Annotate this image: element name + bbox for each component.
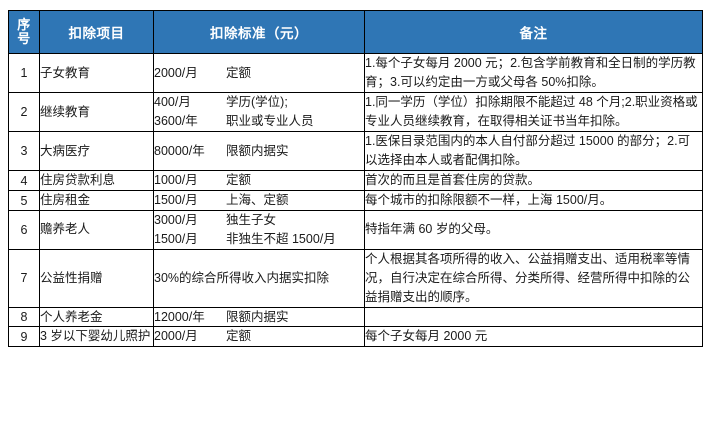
standard-line: 3000/月 独生子女 <box>154 211 364 230</box>
standard-description: 非独生不超 1500/月 <box>226 231 336 246</box>
cell-note: 个人根据其各项所得的收入、公益捐赠支出、适用税率等情况，自行决定在综合所得、分类… <box>364 248 703 308</box>
cell-item: 公益性捐赠 <box>39 248 154 308</box>
cell-sequence: 5 <box>8 190 40 211</box>
standard-amount: 1000/月 <box>154 173 198 188</box>
cell-sequence: 7 <box>8 248 40 308</box>
header-row: 序 号 扣除项目 扣除标准（元） 备注 <box>8 10 703 54</box>
cell-note: 1.医保目录范围内的本人自付部分超过 15000 的部分；2.可以选择由本人或者… <box>364 131 703 171</box>
standard-amount: 1500/月 <box>154 231 198 246</box>
table-row: 1 子女教育 2000/月 定额 1.每个子女每月 2000 元；2.包含学前教育和全日… <box>8 53 703 93</box>
cell-standard: 30%的综合所得收入内据实扣除 <box>153 248 365 308</box>
standard-line: 1000/月 定额 <box>154 171 364 190</box>
cell-item: 3 岁以下婴幼儿照护 <box>39 326 154 348</box>
table-row: 8 个人养老金 12000/年 限额内据实 <box>8 306 703 328</box>
standard-line: 3600/年 职业或专业人员 <box>154 112 364 131</box>
standard-line: 2000/月 定额 <box>154 327 364 346</box>
standard-description: 上海、定额 <box>226 193 289 208</box>
cell-item: 住房贷款利息 <box>39 170 154 191</box>
cell-sequence: 9 <box>8 326 40 348</box>
table-header: 序 号 扣除项目 扣除标准（元） 备注 <box>8 10 703 54</box>
standard-description: 职业或专业人员 <box>226 114 314 128</box>
standard-amount: 12000/年 <box>154 309 205 324</box>
standard-amount: 400/月 <box>154 95 191 110</box>
table-row: 5 住房租金 1500/月 上海、定额 每个城市的扣除限额不一样，上海 1500/月。 <box>8 190 703 211</box>
cell-note: 每个城市的扣除限额不一样，上海 1500/月。 <box>364 190 703 211</box>
cell-standard: 3000/月 独生子女 1500/月 非独生不超 1500/月 <box>153 210 365 250</box>
cell-note: 每个子女每月 2000 元 <box>364 326 703 348</box>
cell-item: 赡养老人 <box>39 210 154 250</box>
standard-line: 400/月 学历(学位); <box>154 93 364 112</box>
standard-amount: 2000/月 <box>154 329 198 344</box>
cell-item: 继续教育 <box>39 92 154 132</box>
cell-item: 大病医疗 <box>39 131 154 171</box>
cell-item: 个人养老金 <box>39 306 154 328</box>
cell-standard: 2000/月 定额 <box>153 326 365 348</box>
column-header-sequence-line2: 号 <box>17 31 31 46</box>
standard-description: 独生子女 <box>226 213 277 227</box>
cell-note: 1.每个子女每月 2000 元；2.包含学前教育和全日制的学历教育；3.可以约定… <box>364 53 703 93</box>
standard-line: 2000/月 定额 <box>154 64 364 83</box>
standard-amount: 3000/月 <box>154 213 198 227</box>
cell-standard: 12000/年 限额内据实 <box>153 306 365 328</box>
table-row: 7 公益性捐赠 30%的综合所得收入内据实扣除 个人根据其各项所得的收入、公益捐赠支出… <box>8 248 703 308</box>
cell-sequence: 6 <box>8 210 40 250</box>
column-header-note: 备注 <box>364 10 703 54</box>
cell-standard: 400/月 学历(学位); 3600/年 职业或专业人员 <box>153 92 365 132</box>
standard-line: 80000/年 限额内据实 <box>154 142 364 161</box>
cell-note: 特指年满 60 岁的父母。 <box>364 210 703 250</box>
table-row: 6 赡养老人 3000/月 独生子女 1500/月 非独生不超 1500/月 特指年满 60… <box>8 210 703 250</box>
standard-description: 定额 <box>226 329 252 344</box>
standard-amount: 80000/年 <box>154 143 205 158</box>
cell-sequence: 8 <box>8 306 40 328</box>
column-header-sequence: 序 号 <box>8 10 40 54</box>
standard-amount: 3600/年 <box>154 114 198 128</box>
cell-sequence: 3 <box>8 131 40 171</box>
standard-text: 30%的综合所得收入内据实扣除 <box>154 270 330 285</box>
cell-standard: 80000/年 限额内据实 <box>153 131 365 171</box>
table-row: 2 继续教育 400/月 学历(学位); 3600/年 职业或专业人员 1.同一学历（学位）… <box>8 92 703 132</box>
cell-sequence: 4 <box>8 170 40 191</box>
standard-amount: 1500/月 <box>154 193 198 208</box>
cell-standard: 1000/月 定额 <box>153 170 365 191</box>
standard-description: 限额内据实 <box>226 309 289 324</box>
column-header-standard: 扣除标准（元） <box>153 10 365 54</box>
standard-line: 12000/年 限额内据实 <box>154 308 364 327</box>
deduction-table-container: 序 号 扣除项目 扣除标准（元） 备注 1 子女教育 2000/月 定额 1.每个子女每… <box>8 10 703 348</box>
table-body: 1 子女教育 2000/月 定额 1.每个子女每月 2000 元；2.包含学前教育和全日… <box>8 53 703 348</box>
table-row: 3 大病医疗 80000/年 限额内据实 1.医保目录范围内的本人自付部分超过 1500… <box>8 131 703 171</box>
cell-standard: 2000/月 定额 <box>153 53 365 93</box>
standard-description: 学历(学位); <box>226 95 288 110</box>
cell-item: 子女教育 <box>39 53 154 93</box>
cell-note: 首次的而且是首套住房的贷款。 <box>364 170 703 191</box>
column-header-item: 扣除项目 <box>39 10 154 54</box>
table-row: 4 住房贷款利息 1000/月 定额 首次的而且是首套住房的贷款。 <box>8 170 703 191</box>
cell-sequence: 1 <box>8 53 40 93</box>
cell-note <box>364 306 703 328</box>
column-header-sequence-line1: 序 <box>17 16 31 32</box>
cell-item: 住房租金 <box>39 190 154 211</box>
standard-description: 定额 <box>226 173 252 188</box>
standard-line: 1500/月 上海、定额 <box>154 191 364 210</box>
special-additional-deduction-table: 序 号 扣除项目 扣除标准（元） 备注 1 子女教育 2000/月 定额 1.每个子女每… <box>8 10 703 348</box>
standard-description: 限额内据实 <box>226 143 289 158</box>
standard-line: 1500/月 非独生不超 1500/月 <box>154 230 364 249</box>
cell-sequence: 2 <box>8 92 40 132</box>
cell-standard: 1500/月 上海、定额 <box>153 190 365 211</box>
standard-description: 定额 <box>226 65 252 80</box>
standard-amount: 2000/月 <box>154 65 198 80</box>
cell-note: 1.同一学历（学位）扣除期限不能超过 48 个月;2.职业资格或专业人员继续教育… <box>364 92 703 132</box>
